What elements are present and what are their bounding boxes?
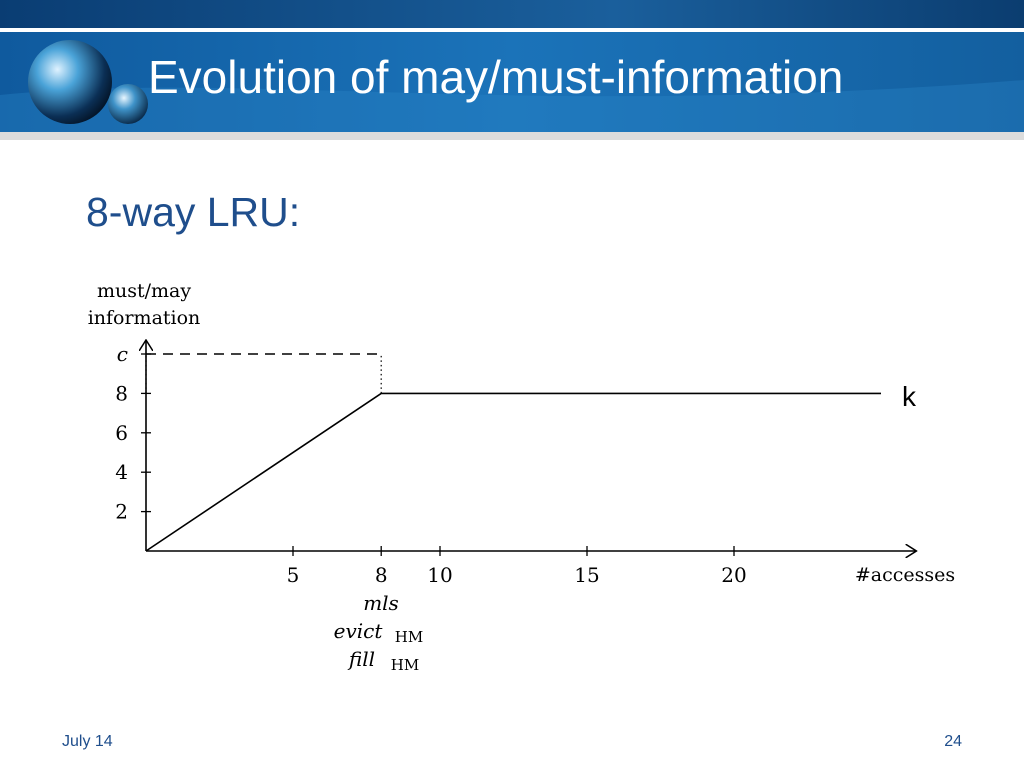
x-axis-label: #accesses bbox=[855, 564, 955, 586]
x-tick-label: 5 bbox=[287, 563, 300, 587]
right-label-k: k bbox=[902, 381, 917, 412]
y-ticks: 2 4 6 8 c bbox=[115, 342, 151, 524]
page-number: 24 bbox=[944, 733, 962, 750]
annotation-evict: evict bbox=[334, 619, 384, 643]
x-tick-label: 20 bbox=[721, 563, 746, 587]
series-line-0 bbox=[145, 392, 881, 552]
footer-date: July 14 bbox=[62, 733, 113, 750]
reference-lines bbox=[145, 353, 382, 394]
slide-subtitle: 8-way LRU: bbox=[86, 189, 301, 235]
x-tick-label: 10 bbox=[427, 563, 452, 587]
y-tick-label: 8 bbox=[115, 381, 128, 405]
x-ticks: 5 8 10 15 20 bbox=[287, 546, 747, 587]
page-title: Evolution of may/must-information bbox=[148, 51, 844, 103]
y-tick-label: 2 bbox=[115, 500, 128, 524]
x-tick-label: 15 bbox=[574, 563, 599, 587]
y-tick-label: 6 bbox=[115, 421, 128, 445]
y-axis-label-line2: information bbox=[88, 307, 201, 329]
annotation-fill: fill bbox=[347, 647, 375, 671]
title-bar bbox=[0, 0, 1024, 140]
annotation-mls: mls bbox=[363, 591, 399, 615]
series-layer bbox=[145, 392, 881, 552]
x-tick-label: 8 bbox=[375, 563, 388, 587]
y-tick-label: 4 bbox=[115, 460, 128, 484]
annotation-fill-subscript: HM bbox=[391, 656, 419, 674]
y-tick-label: c bbox=[117, 342, 128, 366]
y-axis-label-line1: must/may bbox=[97, 280, 191, 302]
blue-spheres-logo-icon bbox=[28, 40, 148, 124]
title-band-graphic bbox=[0, 0, 1024, 140]
annotation-evict-subscript: HM bbox=[395, 628, 423, 646]
